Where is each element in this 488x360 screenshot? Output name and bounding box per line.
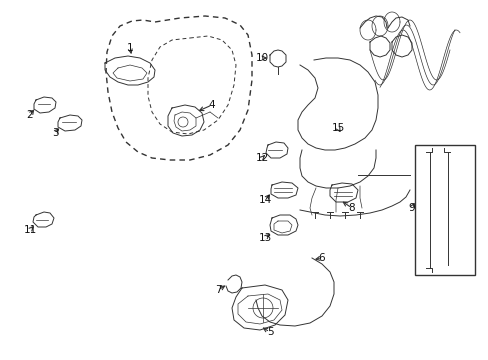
Text: 5: 5 — [266, 327, 273, 337]
Text: 7: 7 — [214, 285, 221, 295]
Text: 8: 8 — [348, 203, 355, 213]
Bar — [414, 145, 474, 275]
Text: 9: 9 — [408, 203, 414, 213]
Text: 6: 6 — [318, 253, 325, 263]
Text: 13: 13 — [258, 233, 271, 243]
Text: 4: 4 — [208, 100, 215, 110]
Text: 1: 1 — [126, 43, 133, 53]
Text: 15: 15 — [331, 123, 344, 133]
Text: 3: 3 — [52, 128, 58, 138]
Text: 11: 11 — [23, 225, 37, 235]
Text: 12: 12 — [255, 153, 268, 163]
Text: 2: 2 — [27, 110, 33, 120]
Text: 14: 14 — [258, 195, 271, 205]
Text: 10: 10 — [255, 53, 268, 63]
